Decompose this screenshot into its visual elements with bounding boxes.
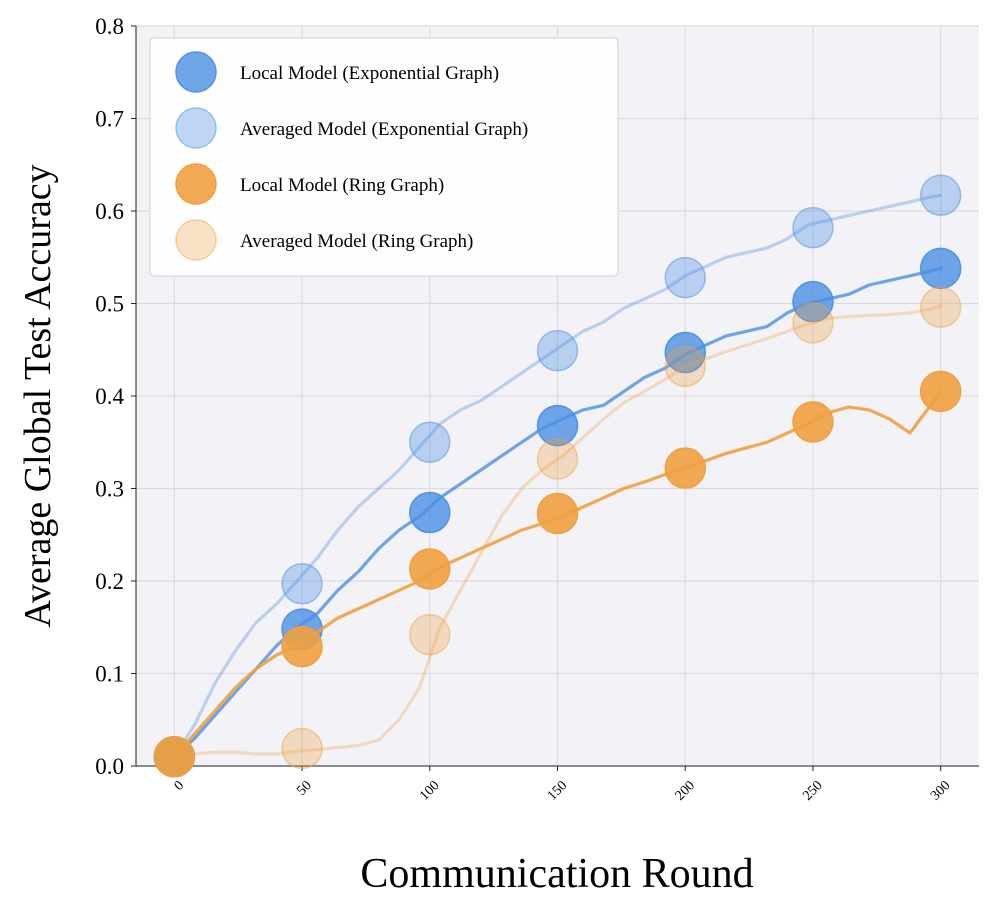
x-tick-label: 250	[800, 778, 825, 803]
series-layer	[153, 174, 962, 778]
data-point	[409, 613, 451, 656]
x-tick-label: 300	[928, 778, 953, 803]
legend: Local Model (Exponential Graph) Averaged …	[149, 37, 619, 277]
y-tick-label: 0.7	[95, 107, 124, 132]
legend-marker	[175, 51, 217, 93]
legend-marker	[175, 219, 217, 261]
data-point	[792, 302, 834, 344]
data-point	[919, 286, 962, 328]
data-point	[281, 625, 323, 668]
data-point	[153, 736, 196, 778]
x-tick-label: 200	[673, 778, 698, 803]
legend-marker	[175, 107, 217, 149]
x-tick-label: 50	[294, 778, 315, 799]
y-tick-label: 0.6	[95, 199, 124, 224]
data-point	[792, 401, 834, 443]
data-point	[664, 447, 706, 489]
data-point	[664, 256, 706, 299]
x-tick-label: 100	[417, 778, 442, 803]
data-point	[281, 727, 323, 770]
y-tick-label: 0.0	[95, 754, 124, 779]
data-point	[536, 329, 579, 372]
series-line	[172, 304, 943, 759]
y-tick-label: 0.2	[95, 569, 124, 594]
legend-label: Averaged Model (Ring Graph)	[240, 231, 473, 252]
data-point	[536, 438, 579, 480]
data-point	[153, 736, 196, 778]
series-4	[153, 286, 962, 778]
data-point	[536, 404, 579, 447]
x-tick-label: 150	[545, 778, 570, 803]
data-point	[536, 492, 579, 535]
data-point	[792, 280, 834, 323]
legend-label: Local Model (Exponential Graph)	[240, 63, 499, 84]
y-tick-label: 0.3	[95, 477, 124, 502]
data-point	[409, 491, 451, 534]
legend-box	[149, 37, 619, 277]
y-tick-label: 0.8	[95, 14, 124, 39]
x-axis-title: Communication Round	[360, 851, 753, 897]
x-tick-label: 0	[172, 778, 188, 794]
data-point	[792, 206, 834, 249]
data-point	[281, 563, 323, 605]
data-point	[664, 345, 706, 388]
data-point	[919, 174, 962, 217]
legend-label: Averaged Model (Exponential Graph)	[240, 119, 528, 140]
data-point	[409, 548, 451, 590]
y-axis-title: Average Global Test Accuracy	[17, 164, 59, 627]
y-tick-label: 0.5	[95, 292, 124, 317]
y-tick-label: 0.1	[95, 662, 124, 687]
series-2	[153, 174, 962, 778]
y-tick-label: 0.4	[95, 384, 124, 409]
series-3	[153, 370, 962, 778]
data-point	[919, 370, 962, 413]
legend-label: Local Model (Ring Graph)	[240, 175, 444, 196]
series-line	[172, 193, 943, 759]
data-point	[664, 331, 706, 374]
data-point	[409, 421, 451, 463]
legend-marker	[175, 163, 217, 205]
data-point	[919, 247, 962, 290]
